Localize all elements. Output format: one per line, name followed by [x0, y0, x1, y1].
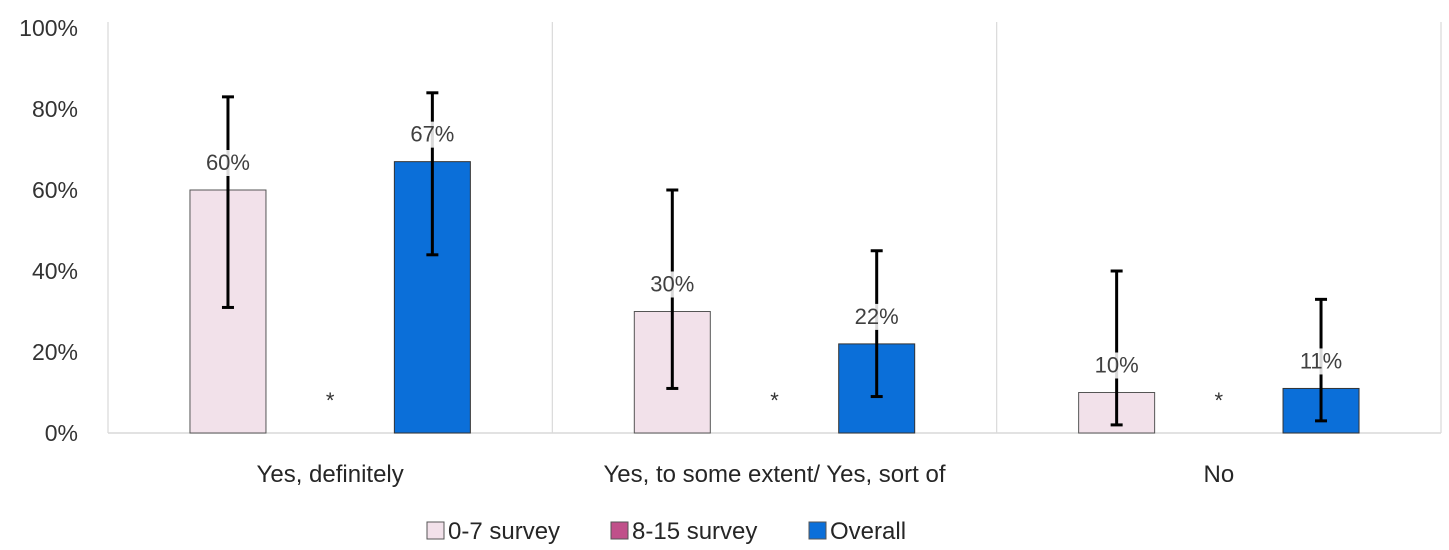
y-tick-label: 0% [45, 420, 78, 446]
data-label: 22% [855, 304, 899, 329]
legend-label-overall: Overall [830, 518, 906, 545]
data-label-background [203, 150, 252, 176]
legend-label-0-7-survey: 0-7 survey [448, 518, 560, 545]
suppressed-value-marker: * [1215, 388, 1224, 413]
data-label: 67% [410, 122, 454, 147]
y-tick-label: 60% [32, 177, 78, 203]
legend-swatch-8-15-survey [610, 521, 629, 540]
y-tick-label: 80% [32, 96, 78, 122]
data-label-background [1092, 352, 1141, 379]
suppressed-value-marker: * [770, 388, 779, 413]
y-tick-label: 100% [19, 15, 78, 41]
data-label: 11% [1300, 348, 1342, 373]
data-label-background [852, 303, 901, 330]
data-label-background [648, 271, 697, 298]
x-category-label: No [1203, 461, 1234, 488]
data-label: 10% [1095, 353, 1139, 378]
data-label-background [1297, 348, 1346, 375]
y-tick-label: 40% [32, 258, 78, 284]
y-tick-label: 20% [32, 339, 78, 365]
legend-swatch-0-7-survey [426, 521, 445, 540]
x-category-label: Yes, to some extent/ Yes, sort of [604, 461, 946, 488]
legend-swatch-overall [808, 521, 827, 540]
data-label-background [408, 121, 457, 148]
data-label: 30% [650, 272, 694, 297]
suppressed-value-marker: * [326, 388, 335, 413]
data-label: 60% [206, 150, 250, 175]
x-category-label: Yes, definitely [257, 461, 404, 488]
legend-label-8-15-survey: 8-15 survey [632, 518, 757, 545]
